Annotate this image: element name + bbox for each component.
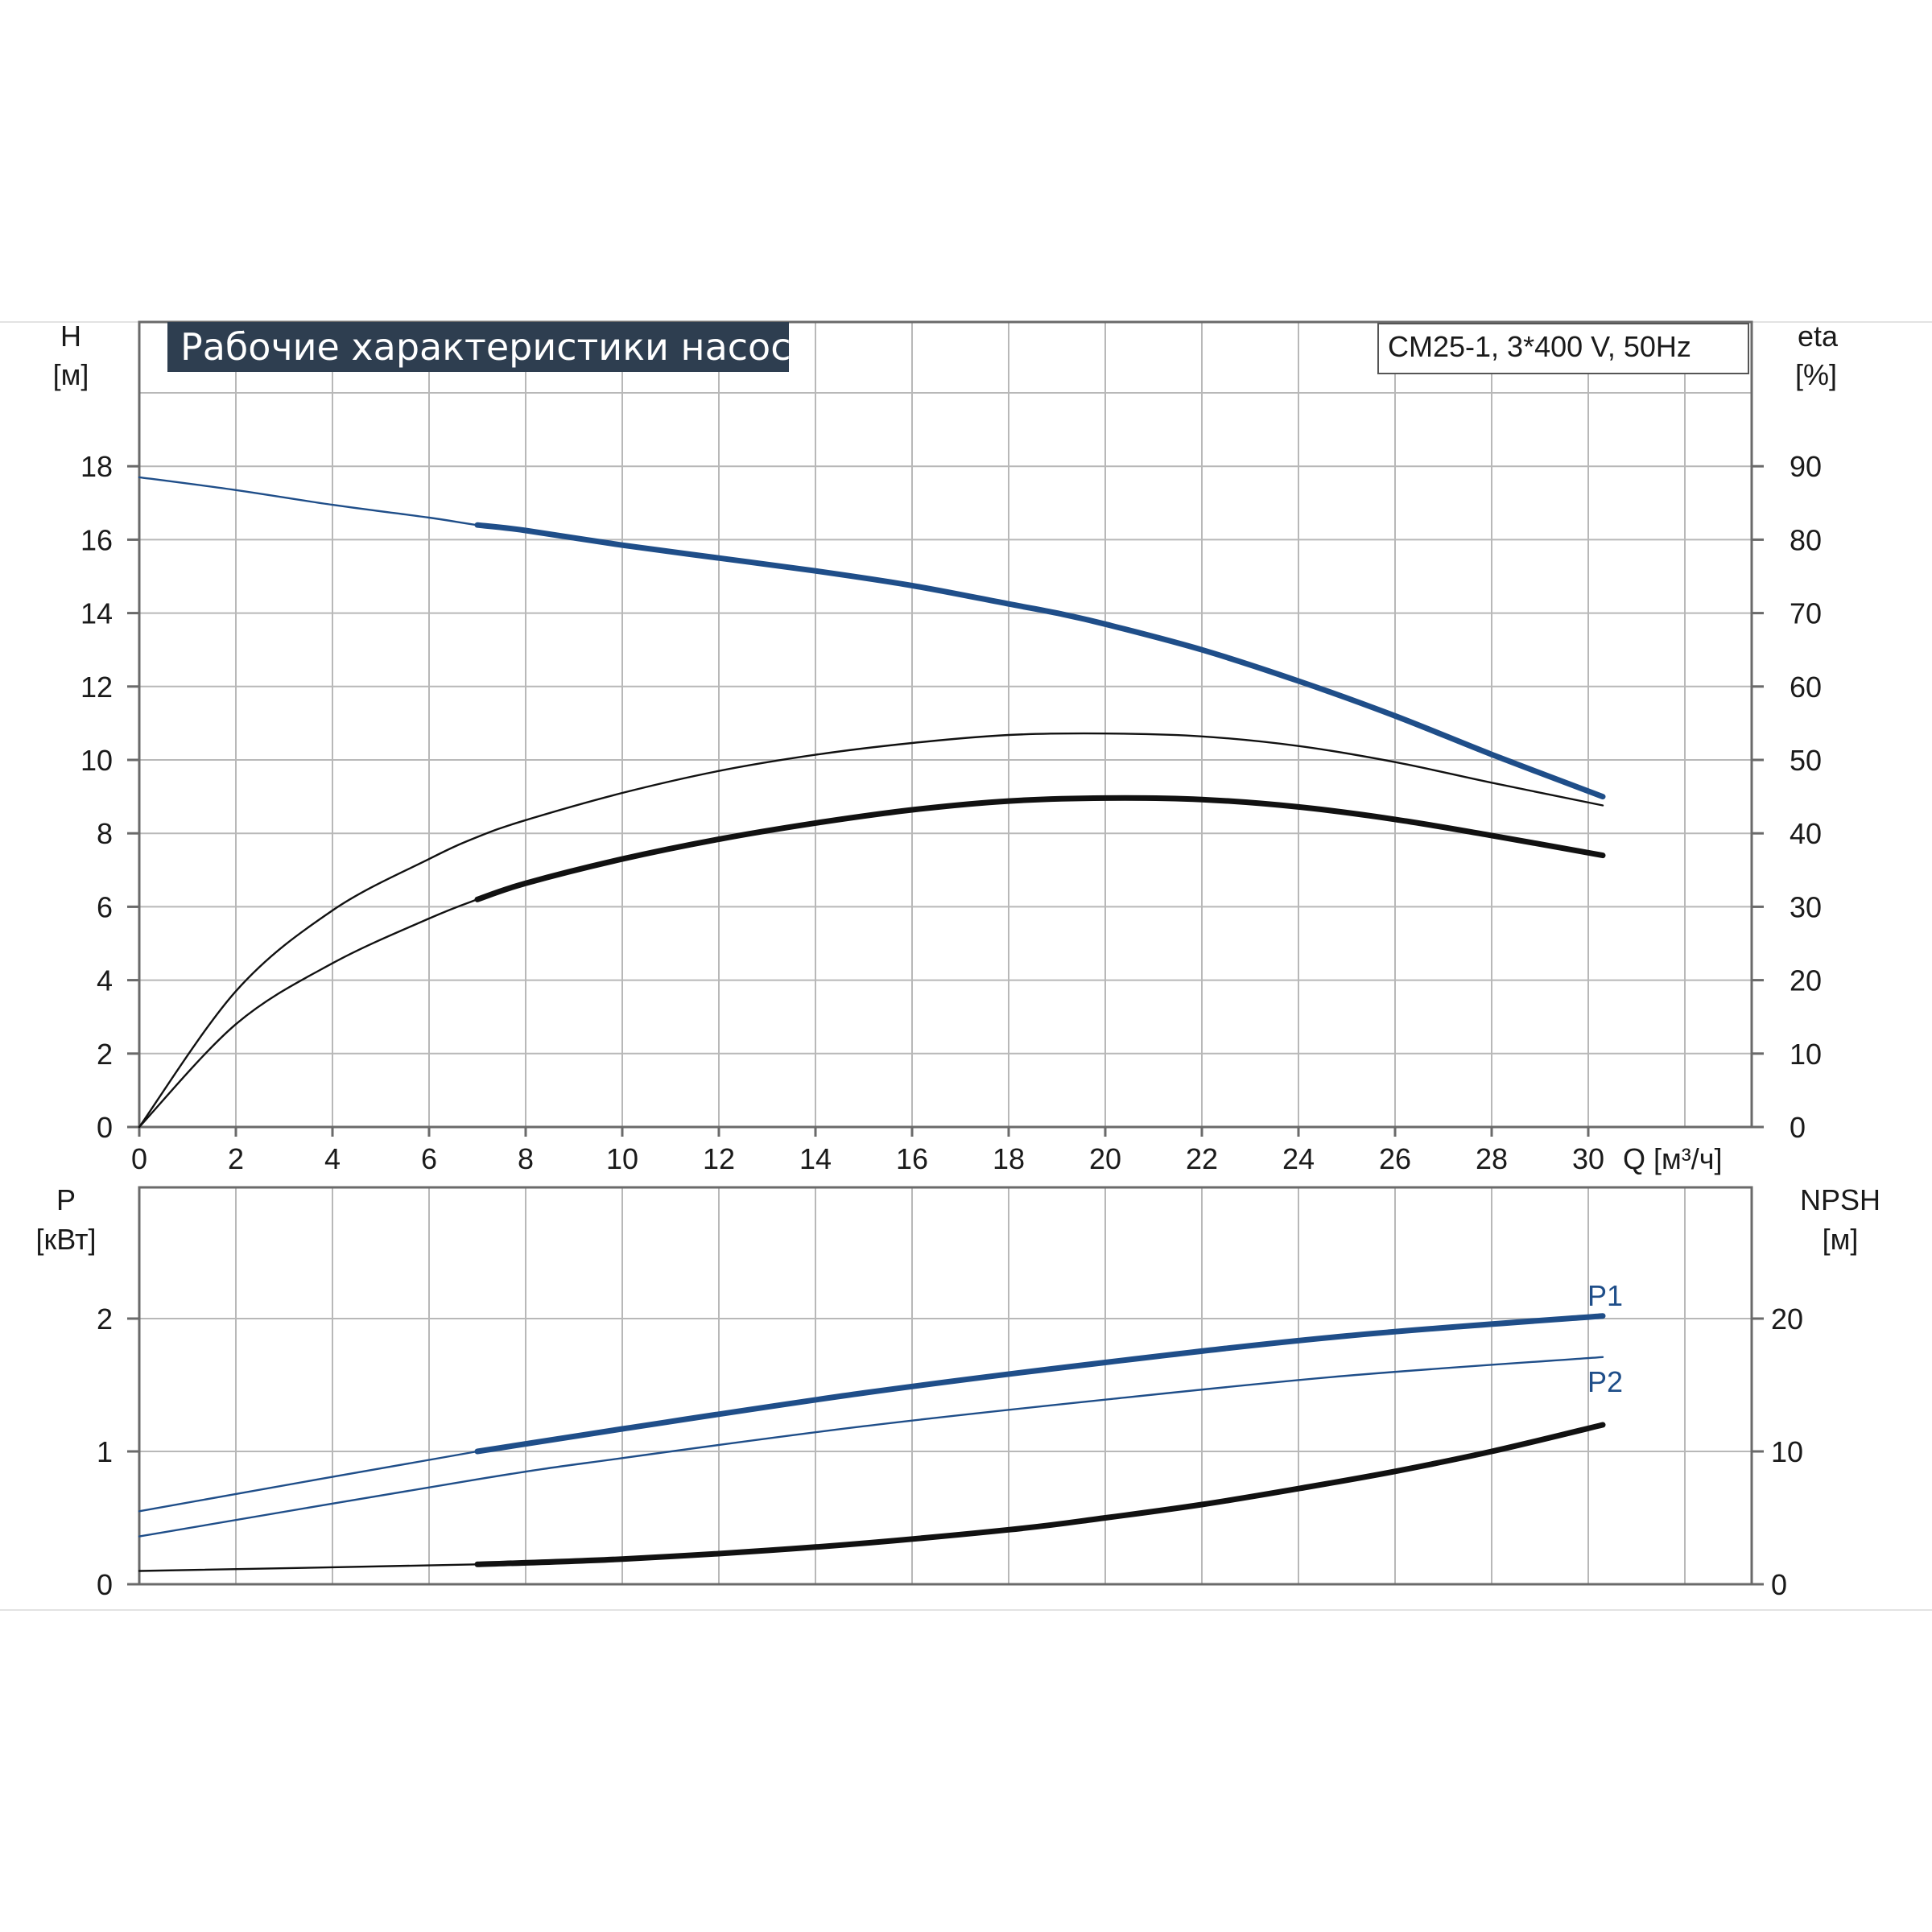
y-left-tick-label: 2	[97, 1302, 113, 1335]
y-left-tick-label: 0	[97, 1568, 113, 1601]
curves	[138, 476, 1606, 1572]
x-tick-label: 12	[703, 1142, 735, 1175]
y-right-tick-label: 20	[1771, 1302, 1803, 1335]
y-right-label-npsh: NPSH	[1800, 1183, 1880, 1216]
curve-p1-thin	[138, 1315, 1604, 1513]
x-tick-label: 28	[1476, 1142, 1508, 1175]
y-left-tick-label: 1	[97, 1435, 113, 1468]
y-right-tick-label: 10	[1790, 1038, 1822, 1071]
y-right-unit-npsh: [м]	[1823, 1223, 1859, 1256]
y-left-label-h: H	[60, 320, 81, 353]
x-tick-label: 10	[606, 1142, 638, 1175]
x-tick-label: 26	[1379, 1142, 1411, 1175]
y-left-tick-label: 6	[97, 890, 113, 923]
y-left-tick-label: 16	[80, 523, 113, 556]
power-chart-frame	[138, 1186, 1753, 1586]
x-tick-label: 24	[1282, 1142, 1315, 1175]
x-tick-label: 18	[993, 1142, 1025, 1175]
y-left-label-p: P	[56, 1183, 76, 1216]
x-tick-label: 4	[324, 1142, 341, 1175]
y-right-tick-label: 0	[1790, 1111, 1806, 1144]
curve-eta_total-bold	[474, 795, 1606, 902]
y-right-tick-label: 50	[1790, 744, 1822, 777]
x-tick-label: 6	[421, 1142, 437, 1175]
y-right-tick-label: 80	[1790, 523, 1822, 556]
x-tick-label: 16	[896, 1142, 928, 1175]
y-left-unit-p: [кВт]	[35, 1223, 96, 1256]
series-label-p1: P1	[1587, 1279, 1623, 1312]
curve-eta_pump-thin	[138, 732, 1604, 1129]
curve-eta_total-thin	[138, 797, 1604, 1129]
y-left-tick-label: 0	[97, 1111, 113, 1144]
y-left-tick-label: 8	[97, 817, 113, 850]
curve-p2-thin	[138, 1356, 1604, 1538]
curve-npsh-thin	[138, 1423, 1604, 1572]
x-axis-label-q: Q [м³/ч]	[1623, 1142, 1723, 1175]
y-left-unit-h: [м]	[53, 358, 89, 391]
model-box	[1377, 323, 1749, 374]
y-right-tick-label: 20	[1790, 964, 1822, 997]
x-tick-label: 20	[1089, 1142, 1121, 1175]
curve-h-thin	[138, 476, 1604, 798]
y-right-unit-eta: [%]	[1795, 358, 1837, 391]
y-left-tick-label: 10	[80, 744, 113, 777]
y-right-tick-label: 60	[1790, 671, 1822, 704]
y-left-tick-label: 2	[97, 1038, 113, 1071]
chart-title: Рабочие характеристики насоса	[180, 325, 814, 369]
y-right-tick-label: 40	[1790, 817, 1822, 850]
y-right-label-eta: eta	[1798, 320, 1839, 353]
x-tick-label: 8	[518, 1142, 534, 1175]
x-tick-label: 30	[1572, 1142, 1604, 1175]
curve-h-bold	[474, 522, 1606, 800]
x-tick-label: 22	[1186, 1142, 1218, 1175]
head-chart-grid	[139, 322, 1752, 1127]
x-tick-label: 2	[228, 1142, 244, 1175]
curve-npsh-bold	[474, 1422, 1606, 1567]
series-label-p2: P2	[1587, 1365, 1623, 1398]
curve-p1-bold	[474, 1313, 1606, 1455]
title-box	[167, 322, 789, 372]
y-left-tick-label: 14	[80, 597, 113, 630]
power-chart-grid	[139, 1187, 1752, 1584]
tick-labels: 0 2 4 6 8 10 12 14 16 18 20 22 24 26 28 300246810121416…	[80, 450, 1822, 1601]
y-right-tick-label: 90	[1790, 450, 1822, 483]
y-right-tick-label: 70	[1790, 597, 1822, 630]
y-right-tick-label: 10	[1771, 1435, 1803, 1468]
x-tick-label: 14	[799, 1142, 832, 1175]
x-tick-label: 0	[131, 1142, 147, 1175]
y-left-tick-label: 4	[97, 964, 113, 997]
y-left-tick-label: 18	[80, 450, 113, 483]
head-chart-frame	[138, 320, 1753, 1129]
y-right-tick-label: 30	[1790, 890, 1822, 923]
model-label: CM25-1, 3*400 V, 50Hz	[1388, 330, 1691, 363]
y-left-tick-label: 12	[80, 671, 113, 704]
y-right-tick-label: 0	[1771, 1568, 1787, 1601]
